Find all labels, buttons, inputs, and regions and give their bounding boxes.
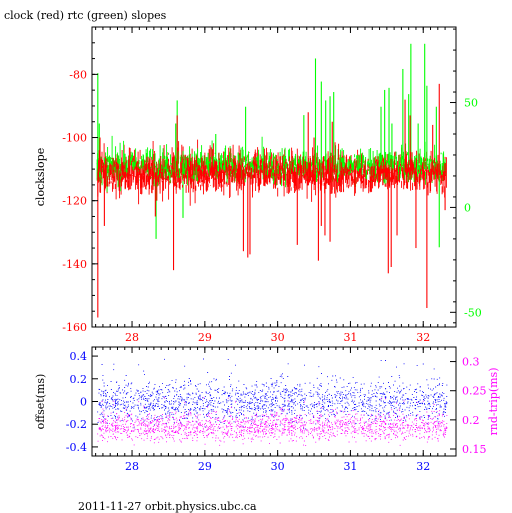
- bottom-ytick-left-label-2: 0: [80, 396, 87, 409]
- top-xtick-label-0: 28: [125, 331, 139, 344]
- bottom-ylabel: offset(ms): [34, 374, 47, 430]
- bottom-xtick-label-1: 29: [198, 460, 212, 473]
- bottom-xtick-label-2: 30: [271, 460, 285, 473]
- top-ylabel: clockslope: [34, 148, 47, 206]
- top-ytick-right-label-1: 0: [464, 201, 471, 214]
- top-ytick-right-label-2: 50: [464, 97, 478, 110]
- scatter-offset: [97, 358, 448, 430]
- chart-title: clock (red) rtc (green) slopes: [4, 9, 167, 22]
- bottom-ytick-right-label-2: 0.25: [462, 385, 487, 398]
- top-xtick-label-1: 29: [198, 331, 212, 344]
- bottom-y2label: rnd-trip(ms): [487, 368, 500, 436]
- footer-caption: 2011-11-27 orbit.physics.ubc.ca: [78, 500, 257, 513]
- scatter-rndtrip: [97, 397, 448, 447]
- bottom-xtick-label-4: 32: [416, 460, 430, 473]
- top-ytick-right-label-0: -50: [464, 306, 482, 319]
- top-xtick-label-3: 31: [343, 331, 357, 344]
- top-ytick-left-label-4: -80: [69, 68, 87, 81]
- bottom-ytick-right-label-3: 0.3: [462, 356, 480, 369]
- bottom-xtick-label-0: 28: [125, 460, 139, 473]
- top-ytick-left-label-3: -100: [62, 132, 87, 145]
- top-panel-frame: [91, 26, 457, 328]
- series-trace-clock-overlay: [96, 142, 447, 206]
- bottom-ytick-left-label-4: 0.4: [70, 350, 88, 363]
- bottom-ytick-right-label-1: 0.2: [462, 414, 480, 427]
- bottom-panel-frame: [91, 346, 457, 457]
- bottom-ytick-left-label-3: 0.2: [70, 373, 88, 386]
- top-xtick-label-4: 32: [416, 331, 430, 344]
- top-xtick-label-2: 30: [271, 331, 285, 344]
- top-ytick-left-label-0: -160: [62, 321, 87, 334]
- bottom-xtick-label-3: 31: [343, 460, 357, 473]
- bottom-ytick-right-label-0: 0.15: [462, 443, 487, 456]
- top-ytick-left-label-2: -120: [62, 195, 87, 208]
- bottom-ytick-left-label-1: -0.2: [66, 418, 87, 431]
- bottom-ytick-left-label-0: -0.4: [66, 441, 87, 454]
- top-ytick-left-label-1: -140: [62, 258, 87, 271]
